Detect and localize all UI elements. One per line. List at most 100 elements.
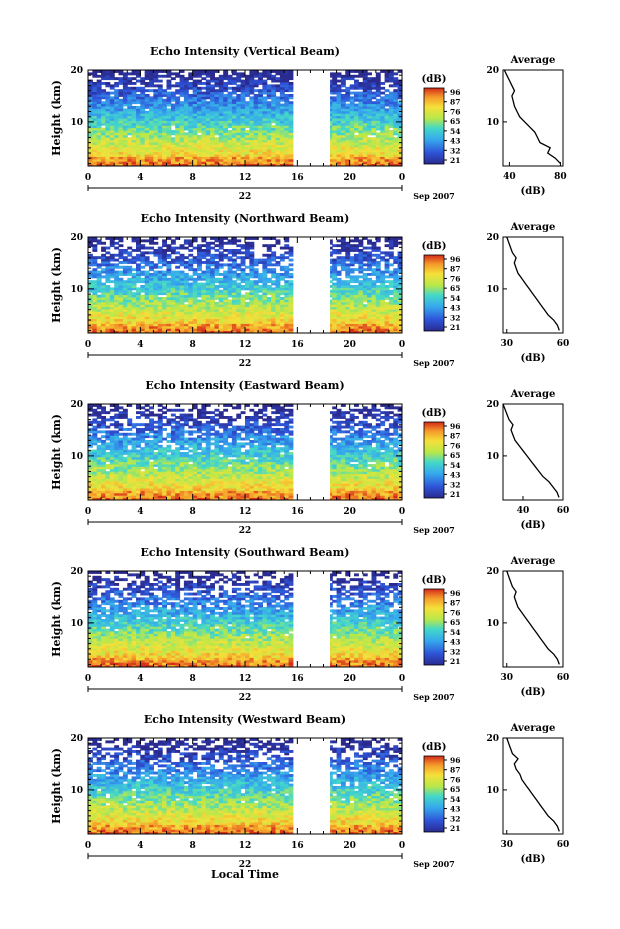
heatmap-cell bbox=[380, 115, 386, 119]
heatmap-cell bbox=[88, 244, 93, 248]
heatmap-cell bbox=[114, 265, 120, 269]
heatmap-cell bbox=[354, 113, 359, 117]
heatmap-cell bbox=[118, 304, 124, 308]
heatmap-cell bbox=[393, 98, 399, 102]
heatmap-cell bbox=[192, 282, 198, 286]
heatmap-cell bbox=[149, 106, 154, 109]
heatmap-cell bbox=[271, 306, 277, 310]
heatmap-cell bbox=[101, 120, 106, 124]
heatmap-cell bbox=[266, 139, 272, 143]
heatmap-cell bbox=[375, 270, 381, 274]
heatmap-cell bbox=[114, 480, 120, 484]
heatmap-cell bbox=[388, 94, 394, 97]
heatmap-cell bbox=[205, 241, 211, 245]
heatmap-cell bbox=[118, 483, 124, 487]
heatmap-cell bbox=[253, 70, 259, 73]
heatmap-cell bbox=[88, 440, 93, 443]
heatmap-cell bbox=[109, 244, 115, 248]
heatmap-cell bbox=[105, 98, 111, 102]
heatmap-cell bbox=[118, 101, 124, 105]
heatmap-cell bbox=[96, 328, 102, 332]
heatmap-cell bbox=[122, 497, 128, 501]
heatmap-cell bbox=[210, 316, 215, 320]
heatmap-cell bbox=[109, 304, 115, 308]
heatmap-cell bbox=[253, 132, 259, 136]
heatmap-cell bbox=[118, 79, 124, 83]
heatmap-cell bbox=[275, 297, 281, 300]
heatmap-cell bbox=[271, 134, 277, 138]
heatmap-cell bbox=[340, 161, 346, 165]
heatmap-cell bbox=[136, 306, 141, 310]
heatmap-cell bbox=[166, 91, 172, 95]
heatmap-cell bbox=[118, 471, 124, 475]
heatmap-cell bbox=[275, 280, 281, 284]
heatmap-cell bbox=[340, 115, 346, 119]
heatmap-cell bbox=[240, 74, 246, 78]
heatmap-cell bbox=[127, 146, 133, 150]
heatmap-cell bbox=[279, 127, 285, 131]
heatmap-cell bbox=[358, 265, 364, 269]
heatmap-cell bbox=[175, 321, 181, 324]
heatmap-cell bbox=[236, 72, 242, 76]
heatmap-cell bbox=[192, 98, 198, 102]
heatmap-cell bbox=[144, 142, 150, 145]
heatmap-cell bbox=[380, 273, 386, 276]
heatmap-cell bbox=[109, 485, 115, 489]
heatmap-cell bbox=[245, 163, 250, 167]
heatmap-cell bbox=[218, 108, 224, 112]
heatmap-cell bbox=[136, 106, 141, 109]
heatmap-cell bbox=[118, 239, 124, 243]
heatmap-cell bbox=[92, 151, 98, 155]
heatmap-cell bbox=[253, 94, 259, 97]
heatmap-cell bbox=[136, 299, 141, 303]
heatmap-cell bbox=[162, 139, 167, 143]
heatmap-cell bbox=[114, 490, 120, 494]
heatmap-cell bbox=[96, 241, 102, 245]
heatmap-cell bbox=[384, 239, 390, 243]
heatmap-cell bbox=[179, 113, 185, 117]
heatmap-cell bbox=[284, 304, 290, 308]
heatmap-cell bbox=[170, 144, 176, 148]
heatmap-cell bbox=[340, 301, 346, 305]
heatmap-cell bbox=[218, 130, 224, 133]
heatmap-cell bbox=[201, 132, 207, 136]
heatmap-cell bbox=[140, 280, 146, 284]
heatmap-cell bbox=[336, 125, 342, 129]
heatmap-cell bbox=[227, 330, 233, 334]
heatmap-cell bbox=[175, 101, 181, 105]
heatmap-cell bbox=[349, 134, 355, 138]
heatmap-cell bbox=[227, 130, 233, 133]
heatmap-cell bbox=[96, 132, 102, 136]
heatmap-cell bbox=[92, 325, 98, 329]
heatmap-cell bbox=[393, 237, 399, 240]
heatmap-cell bbox=[149, 241, 154, 245]
heatmap-cell bbox=[105, 495, 111, 499]
heatmap-cell bbox=[127, 151, 133, 155]
heatmap-cell bbox=[354, 309, 359, 312]
heatmap-cell bbox=[349, 292, 355, 296]
heatmap-cell bbox=[358, 137, 364, 141]
heatmap-cell bbox=[96, 106, 102, 109]
heatmap-cell bbox=[340, 103, 346, 107]
heatmap-cell bbox=[275, 158, 281, 162]
heatmap-cell bbox=[109, 253, 115, 257]
heatmap-cell bbox=[218, 115, 224, 119]
heatmap-cell bbox=[340, 292, 346, 296]
heatmap-cell bbox=[88, 280, 93, 284]
heatmap-cell bbox=[101, 77, 106, 81]
heatmap-cell bbox=[397, 79, 403, 83]
heatmap-cell bbox=[271, 237, 277, 240]
heatmap-cell bbox=[201, 277, 207, 281]
heatmap-cell bbox=[227, 101, 233, 105]
heatmap-cell bbox=[354, 84, 359, 88]
heatmap-cell bbox=[201, 289, 207, 293]
heatmap-cell bbox=[279, 289, 285, 293]
heatmap-cell bbox=[231, 241, 237, 245]
heatmap-cell bbox=[345, 330, 351, 334]
heatmap-cell bbox=[367, 149, 372, 153]
heatmap-cell bbox=[231, 163, 237, 167]
heatmap-cell bbox=[245, 113, 250, 117]
heatmap-cell bbox=[345, 244, 351, 248]
heatmap-cell bbox=[162, 113, 167, 117]
heatmap-cell bbox=[218, 127, 224, 131]
